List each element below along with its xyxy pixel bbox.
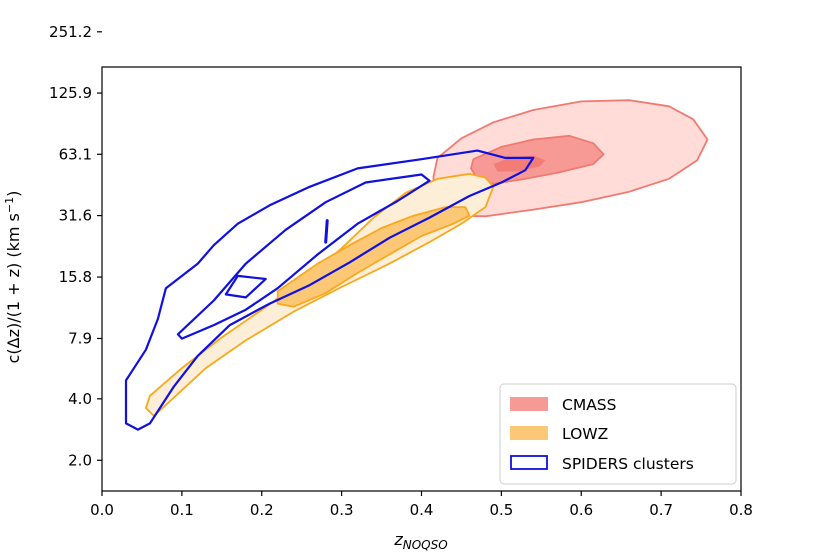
x-tick-label: 0.6 — [569, 501, 593, 519]
legend: CMASS LOWZ SPIDERS clusters — [499, 383, 737, 485]
lowz-contour-core — [365, 229, 414, 253]
legend-swatch-lowz — [510, 426, 548, 440]
x-axis-ticks: 0.0 0.1 0.2 0.3 0.4 0.5 0.6 0.7 0.8 — [90, 491, 753, 519]
x-tick-label: 0.4 — [410, 501, 434, 519]
y-axis-label-main: c(Δz)/(1 + z) (km s — [4, 213, 23, 363]
x-tick-label: 0.7 — [649, 501, 673, 519]
y-tick-label: 15.8 — [59, 268, 92, 286]
series-spiders-clusters — [124, 149, 535, 431]
series-lowz — [145, 173, 495, 417]
series-layer — [124, 99, 709, 431]
series-cmass — [432, 99, 709, 218]
x-axis-label: zNOQSO — [393, 530, 447, 552]
y-axis-label: c(Δz)/(1 + z) (km s−1) — [3, 191, 23, 364]
x-axis-label-subscript: NOQSO — [403, 538, 448, 552]
x-tick-label: 0.5 — [489, 501, 513, 519]
x-tick-label: 0.8 — [729, 501, 753, 519]
legend-label-spiders: SPIDERS clusters — [562, 455, 694, 473]
y-tick-label: 2.0 — [68, 451, 92, 469]
legend-swatch-spiders — [510, 455, 548, 470]
y-axis-label-superscript: −1 — [3, 197, 16, 213]
legend-label-lowz: LOWZ — [562, 425, 608, 443]
y-axis-label-close: ) — [4, 191, 23, 197]
y-tick-label: 251.2 — [49, 23, 92, 41]
spiders-clusters-contour-outer — [124, 149, 535, 431]
y-tick-label: 125.9 — [49, 84, 92, 102]
x-axis-label-main: z — [393, 530, 403, 549]
x-tick-label: 0.0 — [90, 501, 114, 519]
y-tick-label: 7.9 — [68, 329, 92, 347]
spiders-short-segment — [324, 219, 329, 244]
y-tick-label: 63.1 — [59, 145, 92, 163]
y-tick-label: 4.0 — [68, 390, 92, 408]
legend-swatch-cmass — [510, 397, 548, 411]
spiders-clusters-contour-small — [224, 274, 267, 299]
legend-frame — [499, 383, 737, 485]
legend-label-cmass: CMASS — [562, 396, 616, 414]
x-tick-label: 0.1 — [170, 501, 194, 519]
y-tick-label: 31.6 — [59, 207, 92, 225]
lowz-contour-inner — [276, 206, 471, 308]
x-tick-label: 0.2 — [250, 501, 274, 519]
y-axis-ticks: 2.0 4.0 7.9 15.8 31.6 63.1 125.9 251.2 — [49, 23, 102, 469]
x-tick-label: 0.3 — [330, 501, 354, 519]
spiders-clusters-contour-inner — [176, 173, 431, 340]
